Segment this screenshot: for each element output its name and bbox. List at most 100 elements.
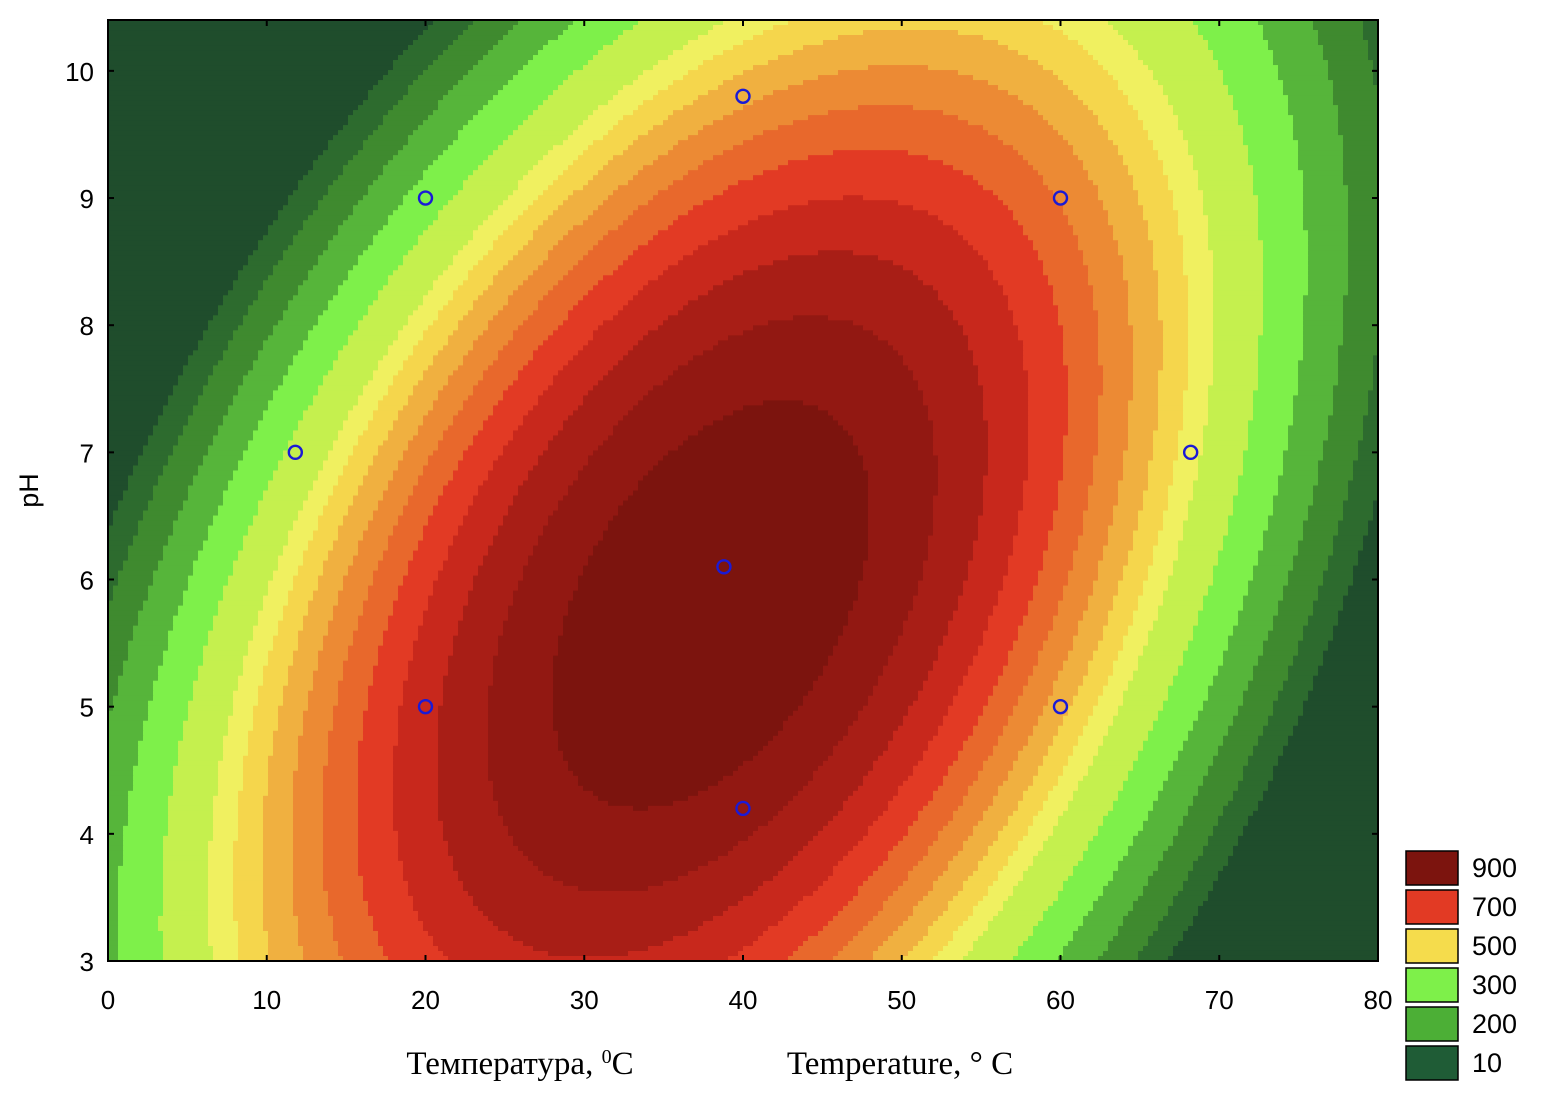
contour-cell — [253, 635, 274, 642]
contour-cell — [423, 330, 454, 336]
contour-cell — [203, 655, 244, 662]
contour-cell — [258, 240, 294, 246]
contour-cell — [273, 640, 299, 647]
contour-cell — [918, 760, 954, 767]
contour-cell — [358, 860, 404, 867]
contour-cell — [1258, 740, 1289, 747]
contour-cell — [403, 255, 454, 261]
contour-cell — [1183, 410, 1209, 417]
contour-cell — [1283, 470, 1319, 477]
contour-cell — [528, 275, 564, 281]
contour-cell — [303, 505, 324, 512]
contour-cell — [1098, 575, 1124, 582]
contour-cell — [923, 685, 959, 692]
contour-cell — [333, 925, 374, 932]
contour-cell — [848, 900, 884, 907]
contour-cell — [1173, 835, 1209, 842]
contour-cell — [208, 530, 249, 537]
contour-cell — [323, 195, 364, 201]
contour-cell — [793, 855, 844, 862]
contour-cell — [108, 875, 119, 882]
contour-cell — [438, 720, 489, 727]
contour-cell — [263, 875, 294, 882]
contour-cell — [1243, 460, 1284, 467]
contour-cell — [368, 95, 404, 101]
contour-cell — [1258, 375, 1299, 381]
contour-cell — [793, 905, 844, 912]
contour-cell — [1093, 55, 1139, 61]
contour-cell — [428, 65, 474, 71]
contour-cell — [588, 390, 649, 396]
contour-cell — [708, 30, 764, 36]
contour-cell — [818, 250, 854, 256]
contour-cell — [708, 860, 789, 867]
contour-cell — [868, 470, 939, 477]
contour-cell — [1003, 200, 1059, 206]
contour-cell — [988, 260, 1044, 266]
contour-cell — [213, 825, 239, 832]
contour-cell — [608, 525, 869, 532]
contour-cell — [1353, 465, 1378, 472]
contour-cell — [1143, 120, 1179, 126]
contour-cell — [288, 590, 314, 597]
contour-cell — [1018, 800, 1044, 807]
contour-cell — [193, 565, 234, 572]
contour-cell — [328, 755, 359, 762]
contour-cell — [793, 315, 829, 321]
contour-cell — [1063, 330, 1099, 336]
contour-cell — [298, 350, 339, 356]
contour-cell — [293, 815, 324, 822]
contour-cell — [838, 810, 884, 817]
contour-cell — [1153, 800, 1194, 807]
contour-cell — [1173, 475, 1199, 482]
contour-cell — [668, 115, 724, 121]
contour-cell — [163, 405, 194, 412]
contour-cell — [1348, 270, 1378, 276]
contour-cell — [1108, 210, 1144, 216]
contour-cell — [1028, 475, 1064, 482]
contour-cell — [213, 815, 239, 822]
contour-cell — [1133, 185, 1169, 191]
contour-cell — [538, 160, 574, 166]
contour-cell — [1028, 425, 1069, 432]
contour-cell — [1133, 760, 1174, 767]
contour-cell — [163, 885, 209, 892]
contour-cell — [1043, 910, 1089, 917]
contour-cell — [358, 105, 394, 111]
contour-cell — [983, 505, 1024, 512]
contour-cell — [548, 335, 594, 341]
contour-cell — [1208, 405, 1254, 412]
contour-cell — [638, 400, 764, 407]
contour-cell — [293, 780, 324, 787]
contour-cell — [413, 555, 449, 562]
design-point-marker — [735, 800, 751, 817]
contour-cell — [443, 695, 489, 702]
contour-cell — [963, 170, 1039, 176]
contour-cell — [1288, 665, 1319, 672]
contour-cell — [533, 465, 584, 472]
contour-cell — [108, 50, 404, 56]
contour-cell — [448, 200, 504, 206]
contour-cell — [493, 240, 529, 246]
contour-cell — [1198, 180, 1254, 186]
contour-cell — [303, 415, 349, 422]
contour-cell — [1188, 645, 1229, 652]
contour-cell — [238, 675, 264, 682]
contour-cell — [423, 295, 454, 301]
contour-cell — [1068, 370, 1104, 376]
contour-cell — [1153, 245, 1184, 251]
contour-cell — [308, 490, 334, 497]
contour-cell — [1113, 870, 1154, 877]
contour-cell — [1343, 300, 1378, 306]
contour-cell — [1163, 520, 1184, 527]
contour-cell — [563, 200, 604, 206]
contour-cell — [128, 655, 164, 662]
contour-cell — [1343, 175, 1378, 181]
contour-cell — [1093, 480, 1119, 487]
contour-cell — [1043, 260, 1084, 266]
contour-cell — [168, 635, 209, 642]
contour-cell — [823, 665, 884, 672]
contour-cell — [118, 570, 154, 577]
contour-cell — [1173, 460, 1199, 467]
contour-cell — [1308, 620, 1339, 627]
